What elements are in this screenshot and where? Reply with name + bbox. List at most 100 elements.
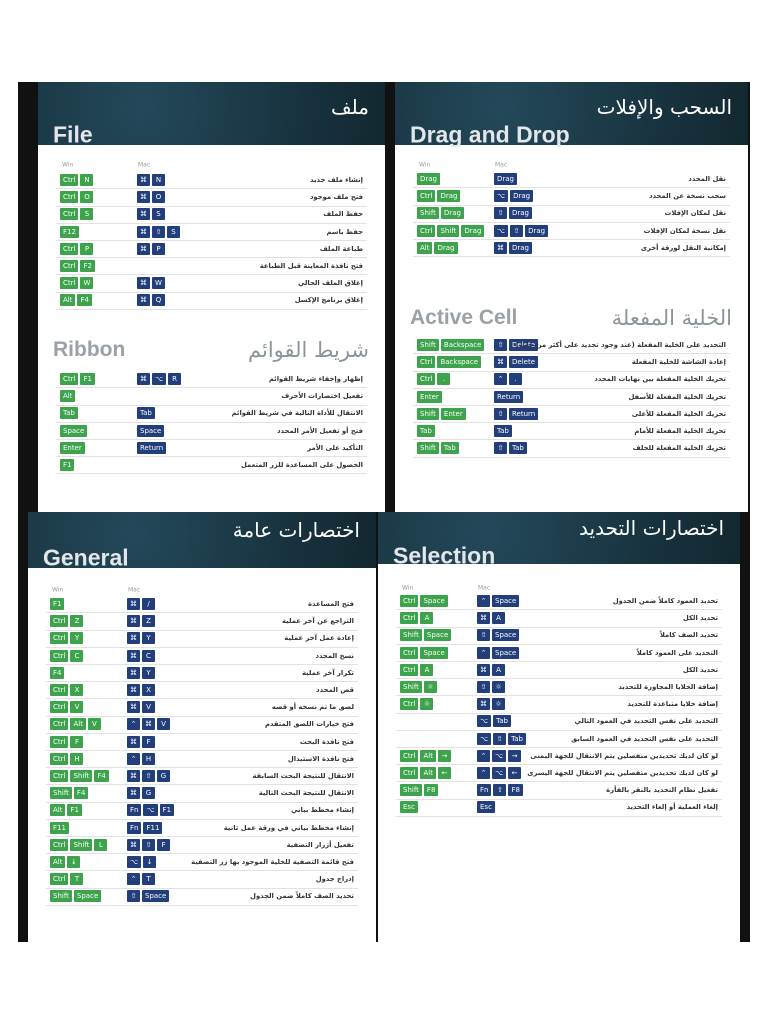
win-keys: Ctrl Alt → — [400, 749, 451, 762]
section-title-en: File — [53, 121, 93, 148]
key: ⌥ — [152, 373, 167, 385]
key: S — [152, 208, 165, 221]
key: Q — [152, 294, 165, 307]
mac-keys: Fn F11 — [127, 821, 163, 834]
key: F1 — [50, 598, 65, 610]
mac-keys: Tab — [494, 425, 512, 437]
key: Esc — [400, 801, 418, 814]
row-separator — [413, 187, 730, 189]
key: F1 — [159, 804, 175, 817]
row-separator — [46, 887, 358, 889]
key: O — [80, 191, 94, 204]
key: Return — [137, 441, 167, 454]
panel: اختصارات عامة General Win Mac F1 ⌘ / فتح المساع… — [28, 512, 376, 942]
key: Delete — [509, 356, 538, 369]
column-label: Mac — [128, 586, 141, 594]
description: تفعيل أزرار التصفية — [286, 840, 354, 849]
key: F1 — [67, 804, 82, 817]
key: ⌘ — [137, 174, 150, 186]
mac-keys: Tab — [137, 407, 155, 420]
key: ⌘ — [137, 242, 150, 255]
row-separator — [396, 660, 722, 662]
section-title-ar: السحب والإفلات — [596, 95, 732, 119]
key: C — [142, 649, 155, 662]
key: Alt — [420, 767, 436, 779]
key: ☼ — [420, 698, 434, 711]
key: Drag — [434, 241, 458, 254]
mac-keys: ⇧ Return — [494, 407, 539, 420]
description: تحديد الصف كاملاً ضمن الجدول — [250, 892, 354, 901]
key: Y — [70, 632, 84, 645]
section-title-en: Drag and Drop — [410, 121, 570, 148]
description: لو كان لديك تحديدين منفصلين يتم الانتقال… — [530, 751, 718, 760]
key: V — [87, 718, 101, 731]
key: ⌘ — [127, 735, 140, 748]
key: F11 — [50, 821, 69, 834]
key: Ctrl — [60, 277, 79, 290]
row-separator — [46, 835, 358, 837]
key: / — [142, 598, 155, 610]
key: ☼ — [423, 681, 437, 693]
mac-keys: ⌘ ☼ — [477, 698, 505, 711]
section-title-en: Selection — [393, 542, 496, 569]
row-separator — [56, 308, 367, 310]
key: Ctrl — [417, 224, 436, 237]
description: تكرار آخر عملية — [301, 668, 354, 677]
row-separator — [56, 473, 367, 475]
row-separator — [56, 404, 367, 406]
win-keys: Drag — [417, 173, 441, 185]
description: إغلاق الملف الحالي — [297, 279, 363, 288]
key: ⇧ — [510, 224, 524, 237]
key: Ctrl — [50, 873, 69, 886]
win-keys: Tab — [60, 407, 78, 420]
description: الانتقال للنتيجة البحث السابقة — [252, 772, 355, 780]
row-separator — [396, 764, 722, 766]
win-keys: Alt F1 — [50, 804, 82, 817]
key: A — [420, 612, 434, 625]
key: ⌥ — [494, 190, 509, 203]
description: لصق ما تم نسخه أو قصه — [271, 703, 354, 712]
row-separator — [396, 626, 722, 628]
row-separator — [413, 238, 730, 240]
mac-keys: ⌘ Z — [127, 615, 155, 628]
key: ⌘ — [127, 632, 140, 645]
section-title-en: Active Cell — [410, 306, 518, 329]
description: التحديد على نفس التحديد في العمود السابق — [571, 734, 718, 743]
key: ⌘ — [127, 701, 140, 714]
key: Drag — [509, 207, 533, 220]
key: ⇧ — [152, 225, 165, 238]
key: Space — [420, 595, 448, 607]
key: ⌘ — [127, 615, 140, 628]
mac-keys: ⌘ Delete — [494, 356, 538, 369]
row-separator — [56, 205, 367, 207]
mac-keys: Drag — [494, 173, 518, 185]
win-keys: Shift F8 — [400, 784, 439, 797]
win-keys: Shift Enter — [417, 407, 466, 420]
mac-keys: Fn ⌥ F1 — [127, 804, 175, 817]
row-separator — [46, 784, 358, 786]
description: فتح نافذة البحث — [299, 737, 354, 746]
key: Esc — [477, 801, 495, 814]
key: Shift — [400, 681, 422, 693]
mac-keys: ⌘ O — [137, 191, 165, 204]
key: N — [152, 174, 165, 186]
key: ⇧ — [477, 681, 490, 693]
key: ⇧ — [494, 407, 507, 420]
key: Ctrl — [50, 649, 69, 662]
key: ⌥ — [494, 224, 509, 237]
row-separator — [413, 404, 730, 406]
key: ☼ — [492, 681, 505, 693]
mac-keys: ⌘ A — [477, 663, 505, 676]
mac-keys: ⌃ Space — [477, 646, 520, 659]
win-keys: Alt Drag — [417, 241, 458, 254]
row-separator — [413, 370, 730, 372]
key: ⌥ — [127, 856, 142, 868]
row-separator — [46, 818, 358, 820]
mac-keys: ⌘ X — [127, 684, 155, 696]
mac-keys: Space — [137, 424, 165, 437]
row-separator — [46, 732, 358, 734]
mac-keys: ⌘ V — [127, 701, 155, 714]
description: إمكانية النقل لورقة أخرى — [640, 243, 726, 252]
key: ☼ — [492, 698, 505, 711]
mac-keys: ⌘ Drag — [494, 241, 533, 254]
